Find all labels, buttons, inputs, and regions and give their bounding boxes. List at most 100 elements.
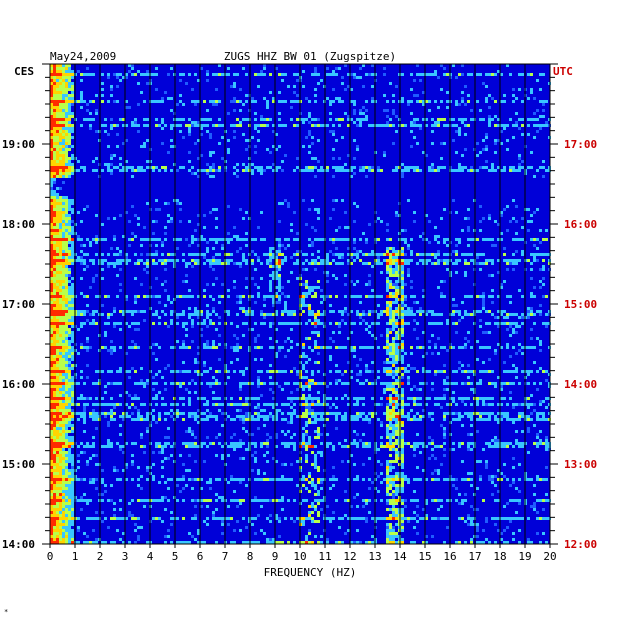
heat-cell — [251, 259, 254, 262]
heat-cell — [188, 427, 191, 430]
heat-cell — [53, 133, 56, 136]
heat-cell — [95, 214, 98, 217]
heat-cell — [50, 412, 53, 415]
heat-cell — [215, 103, 218, 106]
heat-cell — [86, 364, 89, 367]
heat-cell — [431, 163, 434, 166]
heat-cell — [452, 262, 455, 265]
heat-cell — [50, 97, 53, 100]
heat-cell — [65, 85, 68, 88]
heat-cell — [386, 253, 389, 256]
heat-cell — [182, 346, 185, 349]
heat-cell — [485, 73, 488, 76]
heat-cell — [146, 139, 149, 142]
heat-cell — [512, 259, 515, 262]
heat-cell — [308, 412, 311, 415]
heat-cell — [254, 412, 257, 415]
heat-cell — [62, 64, 65, 67]
heat-cell — [428, 436, 431, 439]
heat-cell — [284, 307, 287, 310]
heat-cell — [389, 352, 392, 355]
heat-cell — [521, 316, 524, 319]
heat-cell — [356, 280, 359, 283]
heat-cell — [143, 268, 146, 271]
heat-cell — [395, 85, 398, 88]
heat-cell — [236, 118, 239, 121]
heat-cell — [137, 217, 140, 220]
heat-cell — [485, 397, 488, 400]
heat-cell — [389, 283, 392, 286]
heat-cell — [95, 310, 98, 313]
heat-cell — [113, 307, 116, 310]
heat-cell — [65, 403, 68, 406]
heat-cell — [308, 319, 311, 322]
heat-cell — [377, 418, 380, 421]
heat-cell — [305, 223, 308, 226]
heat-cell — [329, 130, 332, 133]
heat-cell — [305, 259, 308, 262]
heat-cell — [59, 349, 62, 352]
heat-cell — [329, 346, 332, 349]
heat-cell — [278, 73, 281, 76]
heat-cell — [416, 64, 419, 67]
heat-cell — [281, 430, 284, 433]
heat-cell — [119, 250, 122, 253]
heat-cell — [446, 376, 449, 379]
heat-cell — [542, 109, 545, 112]
heat-cell — [68, 103, 71, 106]
heat-cell — [158, 295, 161, 298]
heat-cell — [302, 403, 305, 406]
heat-cell — [71, 256, 74, 259]
heat-cell — [482, 298, 485, 301]
heat-cell — [116, 100, 119, 103]
heat-cell — [206, 172, 209, 175]
heat-cell — [266, 415, 269, 418]
heat-cell — [62, 328, 65, 331]
heat-cell — [302, 292, 305, 295]
heat-cell — [527, 403, 530, 406]
heat-cell — [242, 403, 245, 406]
heat-cell — [344, 307, 347, 310]
heat-cell — [353, 121, 356, 124]
heat-cell — [392, 442, 395, 445]
heat-cell — [527, 97, 530, 100]
heat-cell — [56, 217, 59, 220]
heat-cell — [431, 169, 434, 172]
heat-cell — [50, 331, 53, 334]
heat-cell — [359, 238, 362, 241]
heat-cell — [65, 358, 68, 361]
heat-cell — [197, 445, 200, 448]
heat-cell — [215, 241, 218, 244]
heat-cell — [143, 238, 146, 241]
heat-cell — [272, 418, 275, 421]
heat-cell — [56, 220, 59, 223]
heat-cell — [101, 169, 104, 172]
heat-cell — [437, 118, 440, 121]
heat-cell — [68, 109, 71, 112]
heat-cell — [392, 313, 395, 316]
heat-cell — [314, 340, 317, 343]
heat-cell — [152, 397, 155, 400]
heat-cell — [440, 313, 443, 316]
heat-cell — [59, 301, 62, 304]
heat-cell — [212, 382, 215, 385]
heat-cell — [53, 127, 56, 130]
heat-cell — [59, 412, 62, 415]
heat-cell — [353, 355, 356, 358]
heat-cell — [305, 445, 308, 448]
heat-cell — [68, 304, 71, 307]
heat-cell — [197, 121, 200, 124]
heat-cell — [410, 286, 413, 289]
heat-cell — [308, 238, 311, 241]
heat-cell — [344, 412, 347, 415]
heat-cell — [428, 220, 431, 223]
heat-cell — [521, 415, 524, 418]
heat-cell — [431, 313, 434, 316]
heat-cell — [446, 124, 449, 127]
heat-cell — [59, 325, 62, 328]
heat-cell — [344, 394, 347, 397]
heat-cell — [368, 124, 371, 127]
heat-cell — [443, 67, 446, 70]
heat-cell — [65, 316, 68, 319]
heat-cell — [455, 124, 458, 127]
